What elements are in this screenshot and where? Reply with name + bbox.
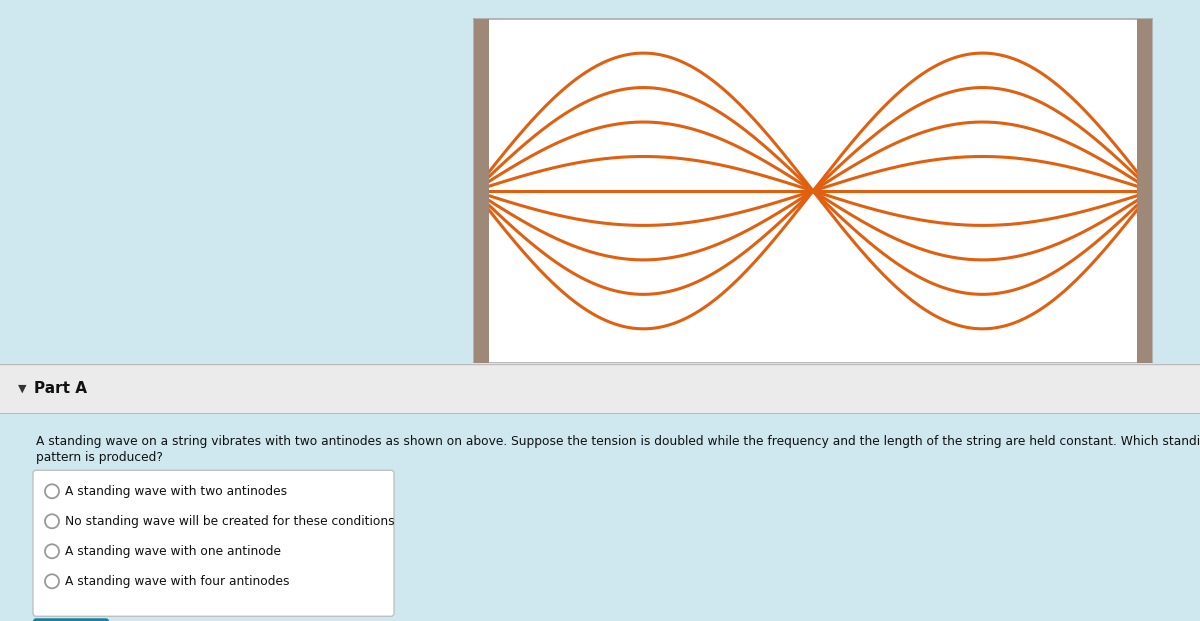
Text: A standing wave on a string vibrates with two antinodes as shown on above. Suppo: A standing wave on a string vibrates wit… [36,435,1200,448]
Text: ▼: ▼ [18,383,26,393]
Bar [1138,19,1152,363]
Text: pattern is produced?: pattern is produced? [36,451,163,465]
FancyBboxPatch shape [34,470,394,616]
Text: A standing wave with two antinodes: A standing wave with two antinodes [65,485,287,498]
FancyBboxPatch shape [34,619,109,621]
Text: A standing wave with one antinode: A standing wave with one antinode [65,545,281,558]
Text: No standing wave will be created for these conditions: No standing wave will be created for the… [65,515,395,528]
FancyBboxPatch shape [0,363,1200,414]
Bar [474,19,488,363]
Text: A standing wave with four antinodes: A standing wave with four antinodes [65,575,289,588]
Text: Part A: Part A [34,381,88,396]
